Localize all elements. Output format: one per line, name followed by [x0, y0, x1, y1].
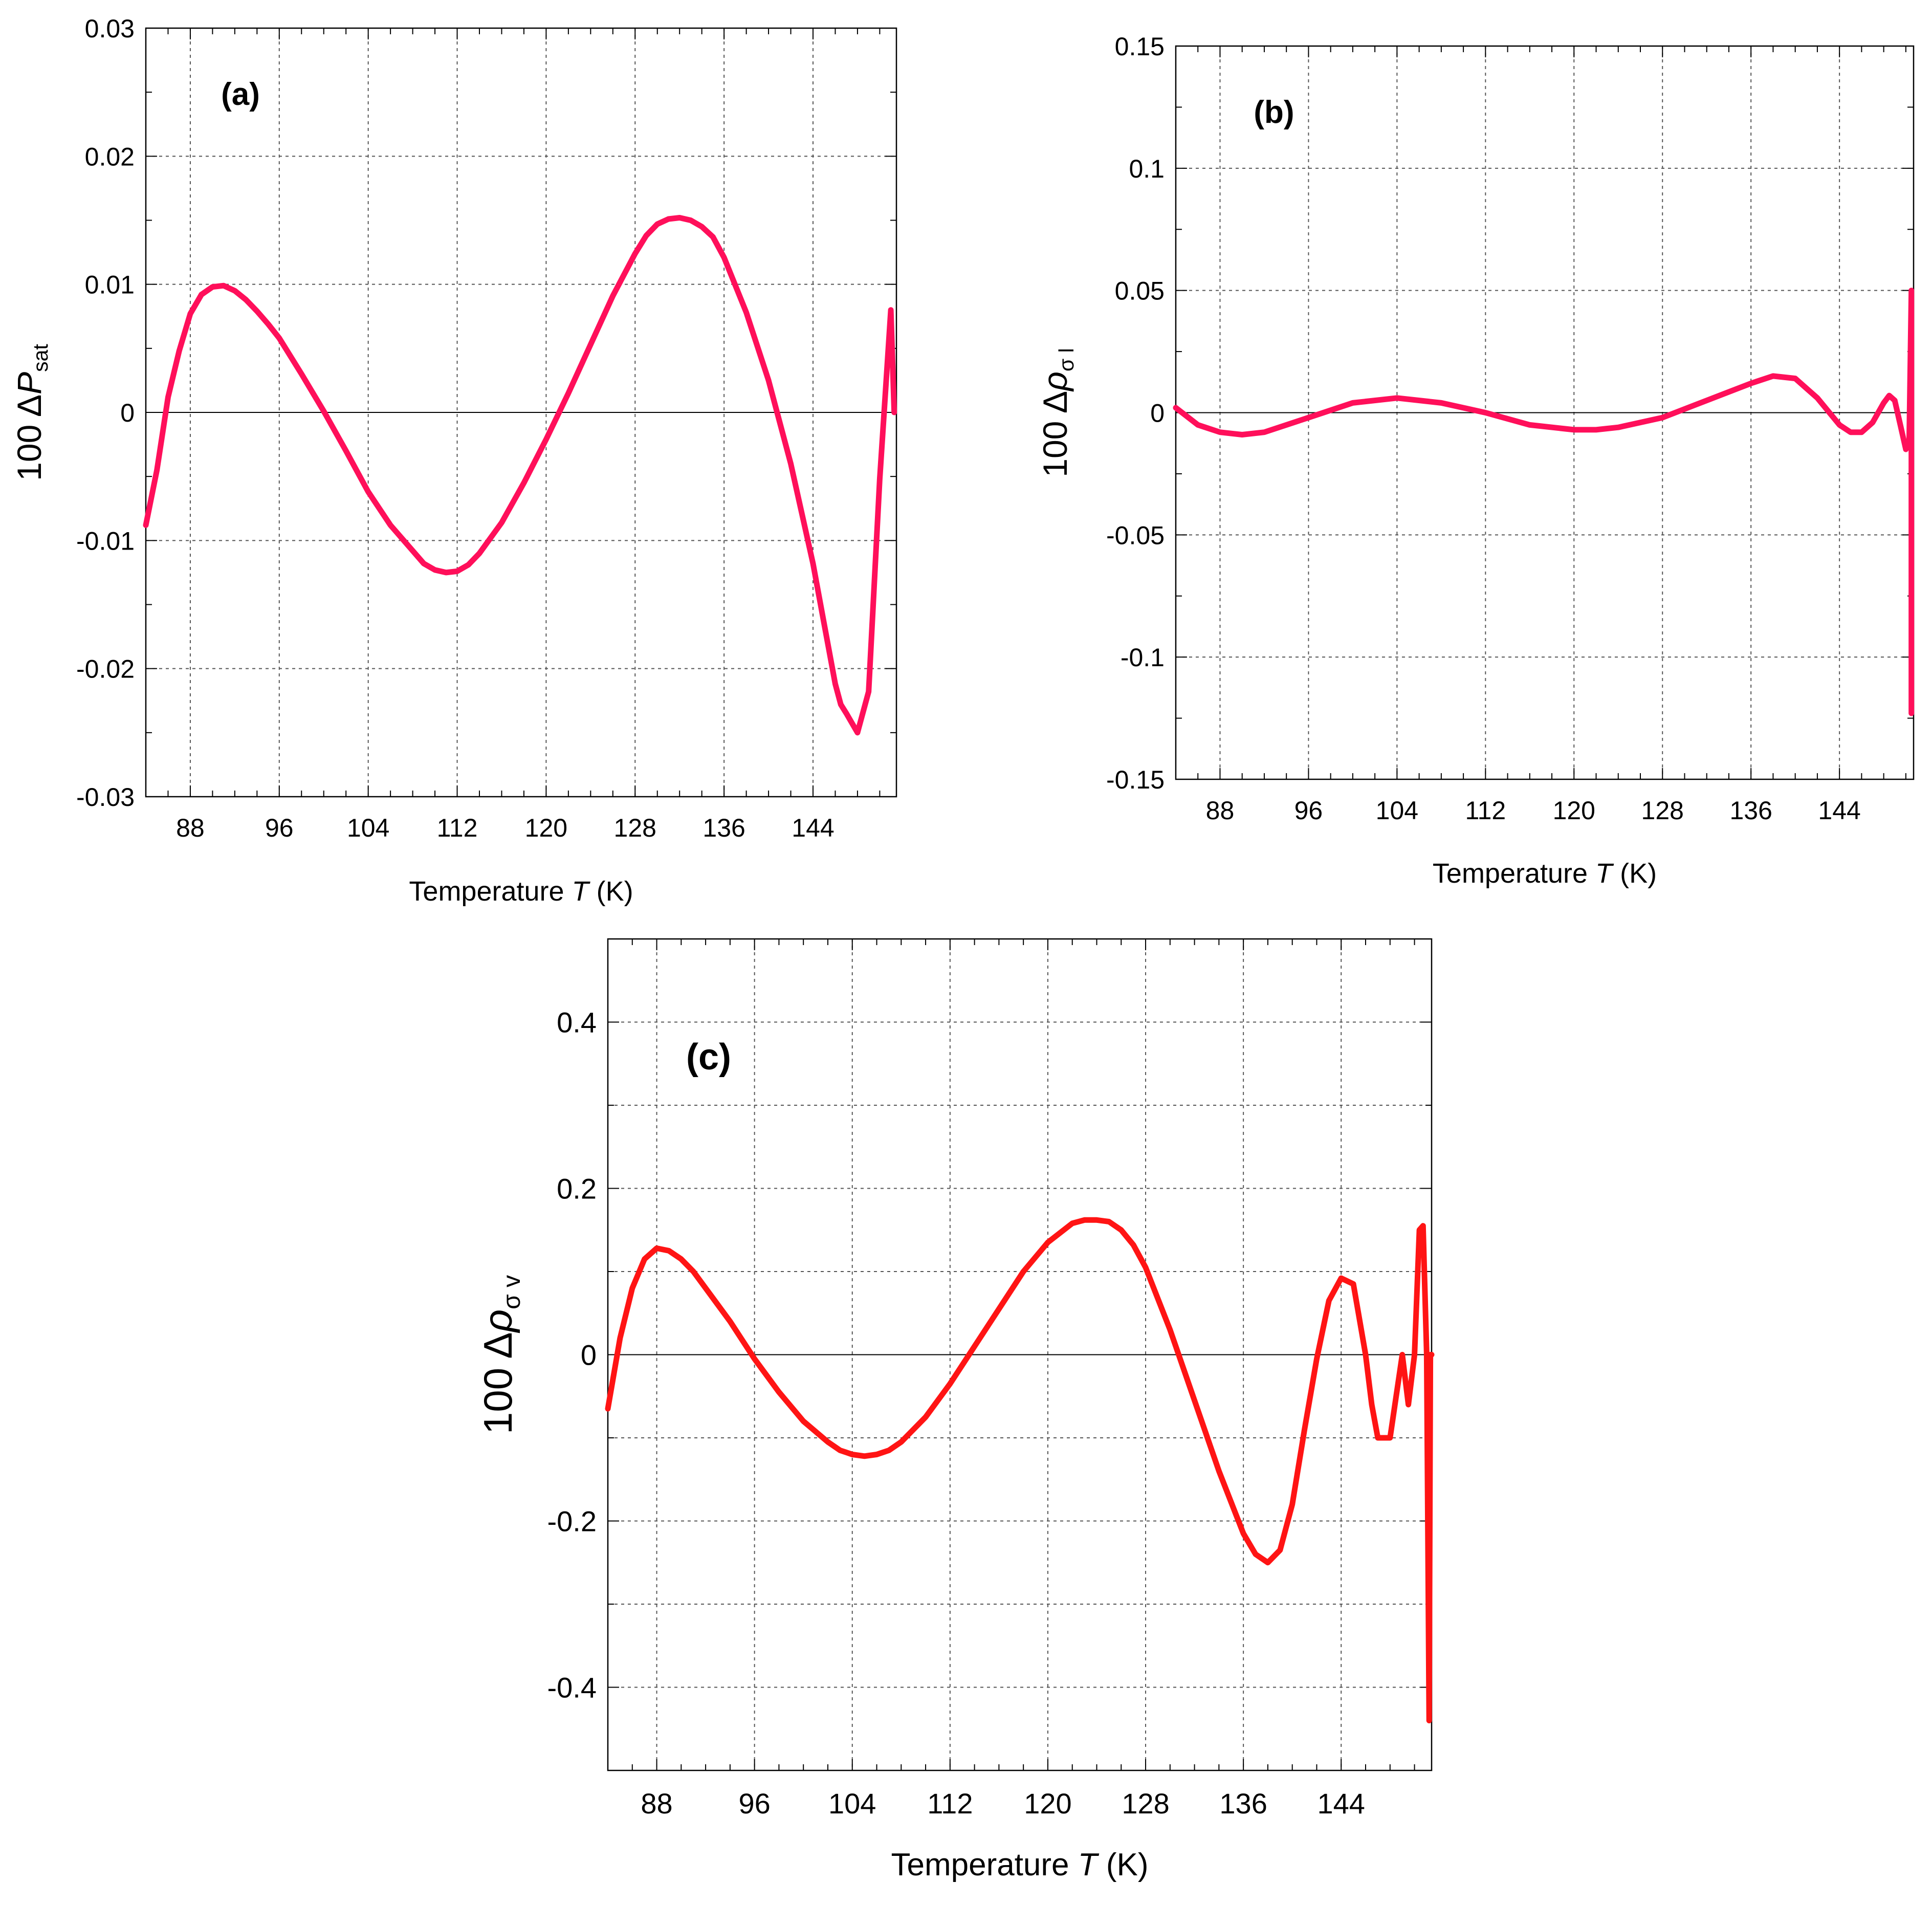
- y-tick-label: 0.01: [85, 271, 135, 299]
- x-tick-label: 112: [1465, 796, 1506, 825]
- y-tick-label: -0.4: [547, 1672, 597, 1704]
- panel-label: (b): [1254, 95, 1294, 130]
- series-line: [1173, 288, 1915, 716]
- x-tick-label: 144: [792, 814, 834, 842]
- x-tick-label: 112: [927, 1787, 973, 1820]
- x-tick-label: 128: [1122, 1787, 1169, 1820]
- x-tick-label: 104: [347, 814, 389, 842]
- panel-c-chart: 88 96 104 112 120 128 136 144 -0.4 -0.2 0 0.2 0.4 Tem…: [475, 938, 1435, 1882]
- y-tick-label: 0: [1150, 399, 1165, 428]
- y-tick-label: -0.01: [76, 527, 135, 555]
- x-tick-label: 120: [1553, 796, 1595, 825]
- x-tick-label: 88: [1206, 796, 1235, 825]
- y-tick-label: 0.4: [557, 1006, 597, 1039]
- panel-label: (a): [221, 77, 260, 112]
- x-axis-title: Temperature T (K): [409, 876, 633, 907]
- y-tick-label: 0.03: [85, 14, 135, 43]
- series-line: [605, 1217, 1435, 1723]
- x-tick-label: 144: [1818, 796, 1860, 825]
- x-tick-label: 96: [1294, 796, 1323, 825]
- y-tick-label: -0.03: [76, 783, 135, 812]
- y-axis-title: 100 Δρσ v: [475, 1275, 525, 1434]
- x-tick-label: 136: [1219, 1787, 1267, 1820]
- y-tick-label: 0: [581, 1339, 597, 1371]
- x-tick-label: 104: [828, 1787, 876, 1820]
- y-tick-label: 0.05: [1115, 277, 1165, 305]
- panel-label: (c): [686, 1037, 731, 1078]
- y-tick-label: -0.02: [76, 655, 135, 684]
- x-tick-label: 96: [738, 1787, 770, 1820]
- x-axis-title: Temperature T (K): [891, 1847, 1148, 1882]
- panel-a-chart: 88 96 104 112 120 128 136 144 -0.03 -0.02 -0.01 0 0.…: [10, 14, 897, 907]
- x-tick-label: 104: [1376, 796, 1418, 825]
- series-line: [143, 215, 897, 736]
- x-tick-label: 96: [265, 814, 294, 842]
- x-tick-label: 128: [614, 814, 656, 842]
- y-tick-label: 0.15: [1115, 32, 1165, 61]
- y-tick-label: 0.02: [85, 142, 135, 171]
- x-tick-label: 88: [641, 1787, 672, 1820]
- y-tick-label: -0.2: [547, 1505, 597, 1538]
- y-tick-label: -0.15: [1106, 765, 1165, 794]
- panel-b-chart: 88 96 104 112 120 128 136 144 -0.15 -0.1 -0.05 0 0.0…: [1036, 32, 1915, 889]
- x-tick-label: 128: [1641, 796, 1684, 825]
- y-tick-label: 0.2: [557, 1173, 597, 1205]
- x-tick-label: 136: [702, 814, 745, 842]
- y-tick-label: -0.1: [1121, 643, 1165, 672]
- y-tick-label: 0: [120, 399, 135, 427]
- x-tick-label: 120: [525, 814, 567, 842]
- x-tick-label: 112: [437, 814, 478, 842]
- y-tick-label: 0.1: [1129, 155, 1165, 183]
- x-tick-label: 88: [176, 814, 205, 842]
- y-axis-title: 100 ΔPsat: [10, 344, 52, 481]
- x-tick-label: 136: [1729, 796, 1772, 825]
- x-tick-label: 120: [1024, 1787, 1071, 1820]
- y-axis-title: 100 Δρσ l: [1036, 348, 1078, 477]
- y-tick-label: -0.05: [1106, 521, 1165, 550]
- x-tick-label: 144: [1318, 1787, 1365, 1820]
- x-axis-title: Temperature T (K): [1433, 858, 1657, 889]
